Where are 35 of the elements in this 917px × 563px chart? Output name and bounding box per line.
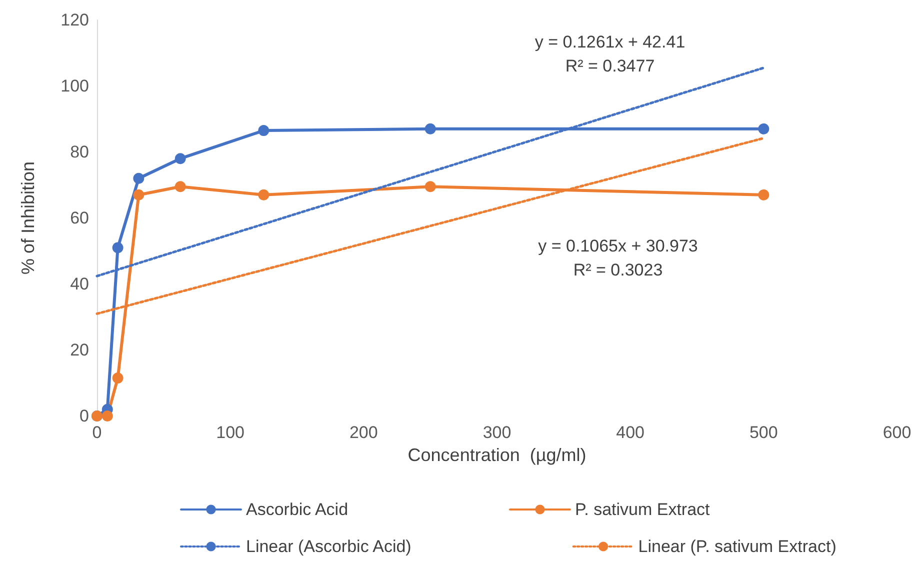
x-tick-label: 400	[616, 423, 645, 442]
legend-label: Linear (P. sativum Extract)	[638, 537, 836, 556]
y-tick-label: 120	[60, 10, 89, 30]
x-tick-label: 0	[92, 423, 102, 442]
point	[133, 189, 144, 200]
point	[424, 181, 436, 192]
annotation: y = 0.1261x + 42.41 R² = 0.3477	[534, 32, 686, 76]
point	[174, 153, 186, 164]
x-tick-label: 200	[349, 423, 378, 442]
point	[112, 372, 124, 384]
y-tick-label: 60	[70, 208, 89, 228]
point	[258, 189, 270, 200]
y-tick-label: 100	[60, 76, 89, 96]
y-tick-label: 80	[70, 142, 89, 162]
x-tick-label: 600	[882, 423, 912, 442]
point	[258, 125, 270, 136]
point	[102, 410, 113, 422]
point	[758, 123, 770, 134]
x-tick-label: 100	[216, 423, 245, 442]
point	[758, 189, 770, 200]
y-tick-label: 0	[80, 406, 89, 426]
y-tick-label: 20	[70, 340, 89, 360]
legend-label: P. sativum Extract	[574, 500, 710, 519]
y-tick-label: 40	[70, 274, 89, 294]
point	[424, 123, 436, 134]
x-axis-title: Concentration (µg/ml)	[408, 445, 586, 465]
point	[112, 242, 124, 254]
point	[174, 181, 186, 192]
x-tick-label: 300	[482, 423, 512, 442]
point	[133, 172, 144, 184]
legend-label: Linear (Ascorbic Acid)	[246, 537, 412, 556]
y-axis-title: % of Inhibition	[18, 161, 38, 275]
legend-label: Ascorbic Acid	[246, 500, 348, 519]
x-tick-label: 500	[749, 423, 778, 442]
annotation: y = 0.1065x + 30.973 R² = 0.3023	[538, 236, 698, 280]
